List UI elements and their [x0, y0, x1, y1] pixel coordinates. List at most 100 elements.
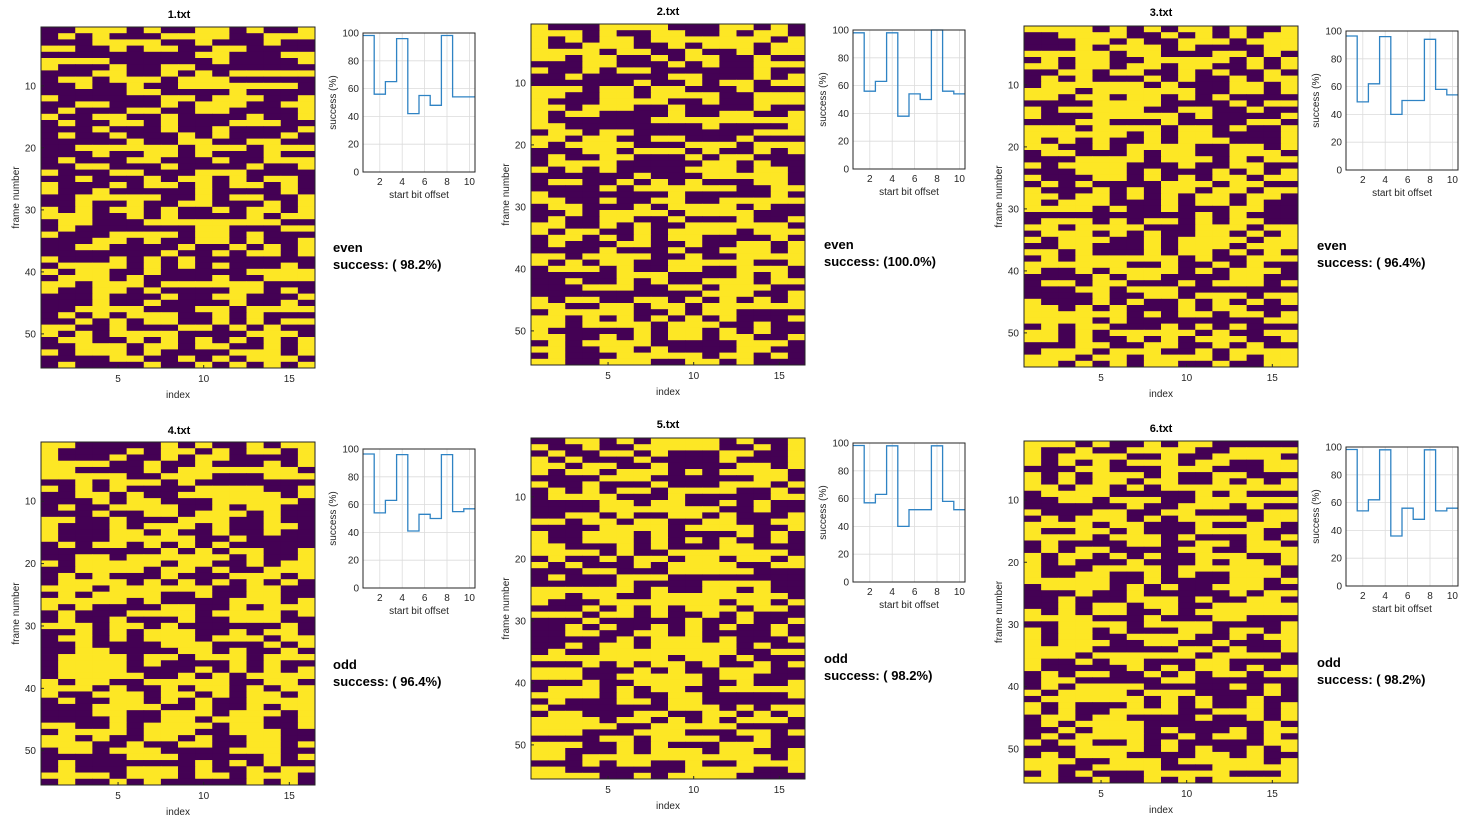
heatmap-cell — [1161, 267, 1179, 275]
heatmap-cell — [770, 86, 789, 93]
heatmap-cell — [212, 678, 230, 686]
heatmap-cell — [787, 549, 806, 557]
heatmap-cell — [719, 444, 737, 451]
heatmap-cell — [1143, 465, 1162, 473]
heatmap-ylabel: frame number — [501, 577, 512, 640]
heatmap-cell — [599, 42, 618, 50]
heatmap-cell — [753, 247, 772, 254]
heatmap-cell — [668, 290, 686, 298]
heatmap-cell — [160, 716, 179, 724]
heatmap-cell — [582, 679, 600, 687]
heatmap-cell — [160, 541, 179, 549]
heatmap-cell — [1195, 311, 1213, 318]
heatmap-cell — [753, 475, 772, 482]
heatmap-cell — [702, 61, 720, 68]
heatmap-cell — [1041, 131, 1059, 138]
heatmap-cell — [178, 442, 196, 449]
heatmap-cell — [1092, 32, 1111, 39]
heatmap-cell — [702, 593, 720, 600]
heatmap-cell — [41, 144, 59, 152]
heatmap-cell — [1195, 50, 1213, 58]
heatmap-cell — [143, 355, 162, 363]
heatmap-cell — [531, 129, 549, 136]
heatmap-cell — [1109, 453, 1128, 461]
heatmap-cell — [246, 572, 265, 580]
heatmap-cell — [1058, 267, 1076, 275]
heatmap-cell — [41, 760, 59, 767]
heatmap-cell — [736, 346, 755, 353]
heatmap-cell — [126, 89, 145, 96]
heatmap-cell — [297, 144, 316, 152]
heatmap-cell — [1075, 199, 1093, 207]
heatmap-cell — [75, 529, 93, 536]
heatmap-cell — [263, 151, 282, 158]
heatmap-cell — [1195, 534, 1213, 541]
heatmap-cell — [531, 661, 549, 668]
heatmap-cell — [736, 580, 755, 588]
heatmap-cell — [109, 231, 128, 239]
heatmap-cell — [212, 45, 230, 53]
heatmap-cell — [685, 309, 703, 316]
heatmap-cell — [109, 541, 128, 549]
heatmap-cell — [160, 566, 179, 574]
heatmap-cell — [531, 98, 549, 105]
heatmap-cell — [633, 327, 652, 335]
heatmap-cell — [178, 778, 196, 786]
heatmap-cell — [1212, 44, 1230, 52]
heatmap-cell — [75, 281, 93, 288]
heatmap-cell — [719, 642, 737, 650]
heatmap-cell — [58, 256, 76, 263]
heatmap-cell — [280, 716, 299, 724]
heatmap-cell — [1024, 181, 1042, 188]
heatmap-cell — [599, 487, 618, 495]
heatmap-cell — [229, 766, 247, 773]
heatmap-cell — [1024, 478, 1042, 485]
heatmap-cell — [1041, 168, 1059, 176]
heatmap-cell — [143, 710, 162, 717]
heatmap-cell — [263, 355, 282, 363]
heatmap-cell — [787, 617, 806, 625]
heatmap-cell — [1041, 261, 1059, 269]
heatmap-cell — [1178, 540, 1196, 548]
heatmap-cell — [1143, 125, 1162, 132]
heatmap-cell — [195, 213, 213, 220]
heatmap-cell — [616, 617, 635, 625]
heatmap-cell — [246, 299, 265, 307]
heatmap-cell — [736, 636, 755, 643]
heatmap-cell — [195, 188, 213, 195]
heatmap-cell — [58, 64, 76, 71]
heatmap-cell — [1058, 329, 1076, 337]
heatmap-cell — [668, 481, 686, 488]
heatmap-cell — [1280, 348, 1299, 355]
heatmap-cell — [685, 710, 703, 718]
heatmap-cell — [1178, 534, 1196, 541]
heatmap-cell — [1178, 156, 1196, 163]
heatmap-cell — [1058, 478, 1076, 485]
heatmap-cell — [787, 222, 806, 229]
heatmap-cell — [548, 673, 566, 681]
heatmap-cell — [41, 691, 59, 699]
heatmap-cell — [685, 698, 703, 705]
heatmap-cell — [1280, 503, 1299, 510]
heatmap-cell — [297, 231, 316, 239]
heatmap-cell — [195, 76, 213, 84]
heatmap-cell — [212, 138, 230, 146]
heatmap-cell — [229, 597, 247, 605]
heatmap-cell — [685, 247, 703, 254]
heatmap-cell — [531, 642, 549, 650]
heatmap-cell — [1161, 193, 1179, 200]
heatmap-cell — [1229, 540, 1248, 548]
heatmap-cell — [246, 647, 265, 655]
heatmap-cell — [685, 574, 703, 581]
heatmap-cell — [770, 48, 789, 56]
heatmap-cell — [736, 462, 755, 470]
heatmap-cell — [1246, 546, 1265, 554]
heatmap-cell — [753, 290, 772, 298]
heatmap-cell — [650, 636, 669, 643]
heatmap-cell — [565, 166, 583, 174]
heatmap-cell — [1143, 528, 1162, 535]
heatmap-cell — [1229, 447, 1248, 454]
heatmap-cell — [1126, 447, 1145, 454]
heatmap-cell — [160, 579, 179, 586]
